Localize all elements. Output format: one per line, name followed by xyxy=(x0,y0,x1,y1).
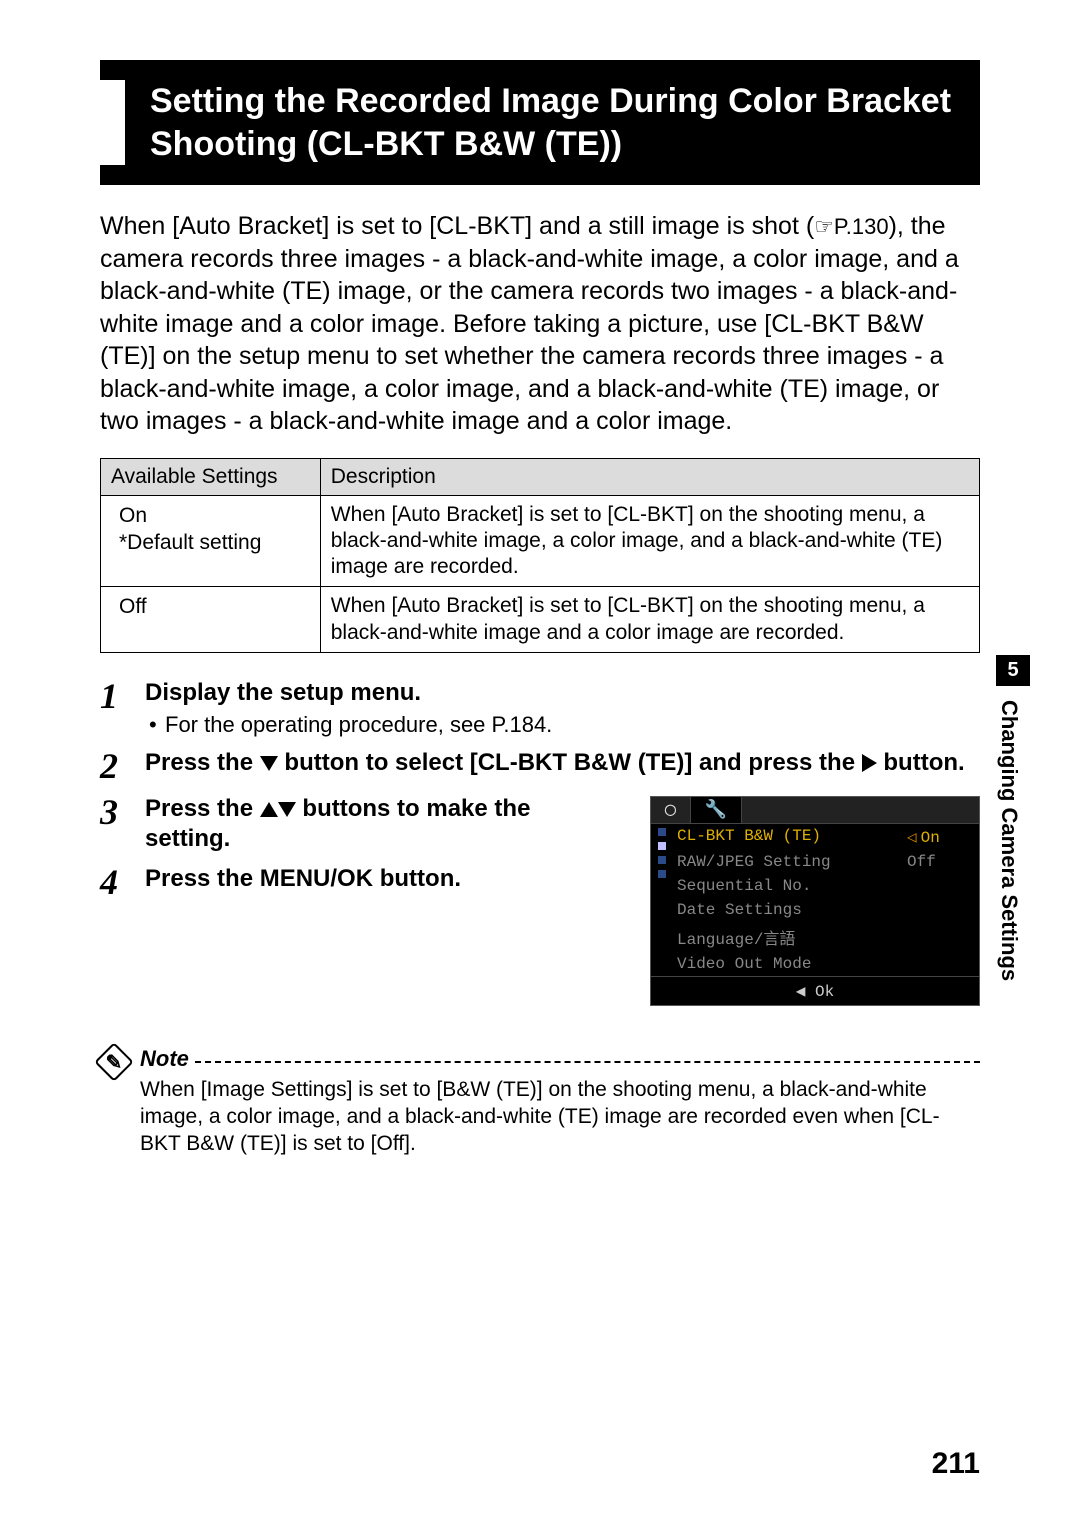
up-triangle-icon xyxy=(260,802,278,817)
section-heading: Setting the Recorded Image During Color … xyxy=(100,60,980,185)
step-item: 2 Press the button to select [CL-BKT B&W… xyxy=(100,748,980,784)
page-ref-icon: ☞P.130 xyxy=(814,213,888,242)
table-cell: On*Default setting xyxy=(101,495,321,587)
down-triangle-icon xyxy=(278,802,296,817)
intro-paragraph: When [Auto Bracket] is set to [CL-BKT] a… xyxy=(100,210,980,438)
page-number: 211 xyxy=(932,1447,980,1481)
table-header: Description xyxy=(320,458,979,495)
step-title: Press the button to select [CL-BKT B&W (… xyxy=(145,748,980,778)
lcd-menu-row: Language/言語 xyxy=(673,922,979,952)
table-header: Available Settings xyxy=(101,458,321,495)
chapter-label: Changing Camera Settings xyxy=(996,686,1022,1036)
step-item: 4 Press the MENU/OK button. xyxy=(100,864,620,900)
step-number: 2 xyxy=(100,748,145,784)
table-cell: Off xyxy=(101,587,321,653)
table-cell: When [Auto Bracket] is set to [CL-BKT] o… xyxy=(320,587,979,653)
right-triangle-icon xyxy=(862,754,877,772)
step-title: Press the buttons to make the setting. xyxy=(145,794,620,854)
intro-after: ), the camera records three images - a b… xyxy=(100,212,959,435)
lcd-tab-setup-icon: 🔧 xyxy=(691,797,742,823)
lcd-menu-row: Date Settings xyxy=(673,898,979,922)
down-triangle-icon xyxy=(260,756,278,771)
heading-text: Setting the Recorded Image During Color … xyxy=(150,80,960,165)
step-title: Press the MENU/OK button. xyxy=(145,864,620,894)
lcd-menu-row: RAW/JPEG SettingOff xyxy=(673,850,979,874)
settings-table: Available Settings Description On*Defaul… xyxy=(100,458,980,653)
note-icon: ✎ xyxy=(94,1042,134,1082)
note-label: Note xyxy=(140,1046,189,1072)
chapter-number: 5 xyxy=(996,655,1030,686)
intro-before: When [Auto Bracket] is set to [CL-BKT] a… xyxy=(100,212,814,240)
step-number: 4 xyxy=(100,864,145,900)
note-dash-rule xyxy=(195,1061,980,1063)
lcd-footer: ◀ Ok xyxy=(651,976,979,1005)
step-item: 1 Display the setup menu. For the operat… xyxy=(100,678,980,738)
step-subtext: For the operating procedure, see P.184. xyxy=(165,712,980,738)
step-item: 3 Press the buttons to make the setting. xyxy=(100,794,620,854)
lcd-menu-row: Video Out Mode xyxy=(673,952,979,976)
side-tab: 5 Changing Camera Settings xyxy=(996,655,1030,1036)
steps-list: 1 Display the setup menu. For the operat… xyxy=(100,678,980,1006)
lcd-menu-row: CL-BKT B&W (TE)◁On xyxy=(673,824,979,850)
step-title: Display the setup menu. xyxy=(145,678,980,708)
camera-lcd-screenshot: ◯ 🔧 CL-BKT B&W (TE)◁OnRAW/JPEG SettingOf… xyxy=(650,796,980,1006)
step-number: 3 xyxy=(100,794,145,854)
table-cell: When [Auto Bracket] is set to [CL-BKT] o… xyxy=(320,495,979,587)
lcd-menu-row: Sequential No. xyxy=(673,874,979,898)
lcd-tab-camera-icon: ◯ xyxy=(651,797,691,823)
step-number: 1 xyxy=(100,678,145,738)
note-block: ✎ Note When [Image Settings] is set to [… xyxy=(100,1046,980,1158)
lcd-scroll-indicator xyxy=(651,824,673,976)
note-text: When [Image Settings] is set to [B&W (TE… xyxy=(140,1076,980,1158)
